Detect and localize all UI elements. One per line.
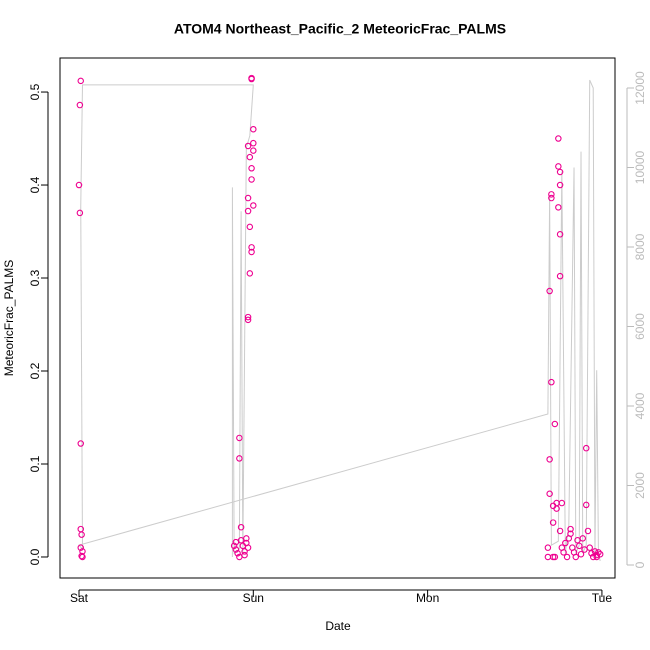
data-point: [555, 204, 562, 211]
data-point: [244, 207, 252, 215]
chart-title: ATOM4 Northeast_Pacific_2 MeteoricFrac_P…: [174, 21, 506, 37]
data-point: [558, 499, 566, 507]
data-point: [76, 101, 84, 109]
data-point: [244, 194, 252, 202]
data-point: [248, 248, 255, 256]
data-point: [560, 549, 567, 556]
data-line: [78, 79, 601, 562]
data-point: [241, 551, 248, 559]
data-point: [78, 531, 85, 538]
data-point: [246, 153, 254, 161]
x-tick-label: Tue: [592, 591, 613, 605]
data-point: [78, 552, 85, 560]
x-tick-label: Mon: [416, 591, 439, 605]
data-point: [551, 420, 559, 428]
data-point: [230, 542, 238, 550]
data-point: [546, 456, 553, 463]
data-point: [237, 523, 245, 531]
data-point: [555, 135, 562, 142]
data-point: [241, 548, 248, 555]
data-point: [250, 202, 257, 209]
data-point: [77, 77, 84, 85]
data-point: [555, 163, 562, 170]
data-point: [234, 550, 241, 557]
data-point: [544, 544, 552, 551]
y-tick-label: 0.2: [28, 362, 42, 379]
data-point: [544, 553, 552, 561]
data-point: [591, 548, 599, 555]
y-tick-label: 0.0: [28, 548, 42, 565]
data-point: [548, 191, 555, 198]
y-axis-label: MeteoricFrac_PALMS: [2, 260, 16, 376]
data-point: [232, 546, 240, 553]
y2-tick-label: 4000: [633, 392, 647, 419]
y2-tick-label: 2000: [633, 472, 647, 499]
data-point: [77, 440, 84, 447]
data-point: [244, 313, 252, 321]
data-point: [556, 527, 564, 535]
data-point: [584, 527, 592, 535]
data-point: [586, 544, 593, 551]
data-point: [548, 378, 555, 386]
data-point: [248, 165, 255, 172]
data-point: [250, 139, 257, 147]
y-tick-label: 0.4: [28, 176, 42, 193]
x-tick-label: Sun: [243, 591, 264, 605]
data-point: [244, 316, 252, 324]
data-point: [236, 434, 243, 442]
data-point: [548, 194, 555, 202]
x-axis-label: Date: [325, 619, 351, 633]
data-point: [546, 287, 553, 295]
data-point: [248, 244, 255, 251]
data-point: [596, 550, 604, 558]
data-point: [79, 553, 86, 561]
data-point: [248, 176, 255, 183]
data-point: [562, 539, 569, 547]
y2-tick-label: 8000: [633, 233, 647, 260]
y-tick-label: 0.3: [28, 269, 42, 286]
x-tick-label: Sat: [70, 591, 89, 605]
data-point: [556, 272, 564, 280]
y-tick-label: 0.5: [28, 83, 42, 100]
data-point: [577, 550, 585, 558]
data-point: [556, 231, 564, 238]
data-point: [546, 490, 553, 498]
data-point: [76, 209, 84, 217]
data-point: [589, 553, 597, 561]
y2-tick-label: 6000: [633, 313, 647, 340]
y-tick-label: 0.1: [28, 455, 42, 472]
data-point: [244, 544, 252, 551]
data-point: [576, 542, 583, 550]
data-point: [248, 74, 255, 82]
data-point: [572, 553, 580, 561]
data-point: [567, 525, 574, 533]
data-point: [579, 535, 587, 542]
data-point: [75, 181, 83, 189]
data-point: [556, 168, 564, 176]
data-point: [551, 553, 559, 561]
data-point: [567, 530, 574, 537]
data-point: [246, 223, 254, 231]
data-point: [244, 142, 252, 150]
y2-tick-label: 10000: [633, 151, 647, 185]
data-point: [556, 181, 564, 189]
data-point: [246, 270, 254, 277]
data-point: [243, 535, 250, 542]
plot-frame: [59, 57, 616, 579]
data-point: [77, 544, 84, 551]
y2-tick-label: 12000: [633, 71, 647, 105]
data-point: [236, 455, 243, 462]
y2-tick-label: 0: [633, 561, 647, 568]
data-point: [582, 444, 590, 452]
data-point: [250, 147, 257, 154]
data-point: [250, 125, 257, 133]
data-point: [582, 501, 590, 509]
data-point: [549, 519, 557, 526]
data-point: [563, 553, 571, 561]
